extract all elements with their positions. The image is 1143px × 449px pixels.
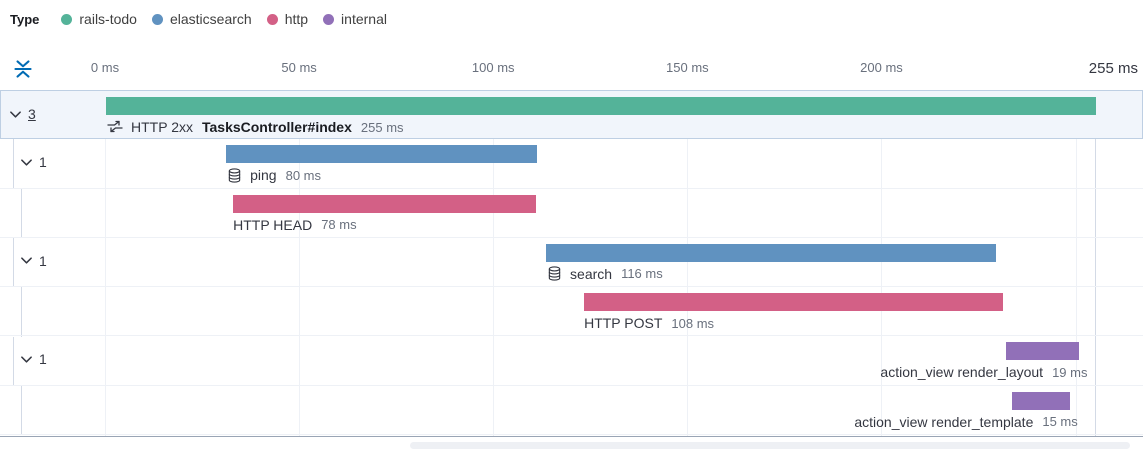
waterfall-row-span[interactable]: HTTP POST 108 ms [0,287,1143,337]
gridline [299,90,301,436]
span-duration: 19 ms [1052,364,1088,380]
waterfall-row-span[interactable]: action_view render_template 15 ms [0,386,1143,436]
chevron-down-icon[interactable] [20,156,33,169]
span-name: ping [250,167,277,184]
transaction-duration: 255 ms [360,119,404,135]
legend: Type rails-todo elasticsearch http inter… [10,9,402,29]
span-name: HTTP HEAD [233,216,313,233]
legend-label: http [284,11,309,27]
transaction-bar[interactable] [106,97,1096,115]
hierarchy-guide [21,287,22,337]
span-duration: 116 ms [621,266,663,282]
legend-item-rails-todo[interactable]: rails-todo [61,11,137,27]
legend-item-http[interactable]: http [266,11,309,27]
chevron-down-icon[interactable] [20,254,33,267]
waterfall-row-transaction[interactable]: 3 HTTP 2xx TasksController#index 255 ms [0,90,1143,140]
transaction-icon [107,120,123,135]
span-name: action_view render_layout [880,364,1044,381]
gridline [493,90,495,436]
gridline [1075,90,1077,436]
waterfall-row-span[interactable]: 1 action_view render_layout 19 ms [0,336,1143,386]
axis-tick: 150 ms [666,60,709,75]
span-name: HTTP POST [584,315,663,332]
legend-label: elasticsearch [169,11,252,27]
span-bar[interactable] [546,243,997,262]
span-name: search [570,265,613,282]
gridline [105,90,106,436]
hierarchy-guide [13,337,14,386]
waterfall-row-span[interactable]: 1 ping 80 ms [0,139,1143,189]
legend-dot-icon [323,13,335,25]
span-bar[interactable] [584,293,1004,312]
span-bar[interactable] [233,194,536,213]
gridline [881,90,883,436]
hierarchy-guide [13,139,14,189]
child-count[interactable]: 1 [39,351,47,368]
legend-dot-icon [151,13,163,25]
legend-label: internal [341,11,387,27]
axis-tick-max: 255 ms [1088,60,1138,77]
legend-dot-icon [266,13,278,25]
hierarchy-guide [21,386,22,435]
database-icon [227,168,242,183]
axis-tick: 50 ms [281,60,317,75]
span-duration: 108 ms [671,315,715,331]
chevron-down-icon[interactable] [9,108,22,121]
database-icon [547,266,562,282]
axis-tick: 0 ms [90,60,120,75]
legend-label: rails-todo [79,11,137,27]
axis-tick: 200 ms [860,60,903,75]
child-count[interactable]: 1 [39,252,47,269]
hierarchy-guide [21,189,22,238]
legend-dot-icon [61,13,73,25]
child-count[interactable]: 1 [39,154,47,171]
fold-timeline-icon[interactable] [12,58,34,80]
time-axis: 0 ms 50 ms 100 ms 150 ms 200 ms 255 ms [0,50,1143,88]
legend-title: Type [10,11,40,27]
axis-tick: 100 ms [471,60,515,75]
span-name: action_view render_template [854,413,1034,430]
span-bar[interactable] [226,145,537,164]
horizontal-scrollbar-thumb[interactable] [410,442,1130,449]
gridline [687,90,689,436]
legend-item-internal[interactable]: internal [323,11,387,27]
span-duration: 80 ms [285,167,321,183]
gridline-max [1095,90,1096,436]
span-bar[interactable] [1011,391,1070,410]
legend-item-elasticsearch[interactable]: elasticsearch [151,11,252,27]
child-count-link[interactable]: 3 [28,106,36,122]
waterfall-row-span[interactable]: HTTP HEAD 78 ms [0,189,1143,238]
waterfall-chart: 3 HTTP 2xx TasksController#index 255 ms [0,90,1143,437]
span-bar[interactable] [1005,342,1080,361]
chevron-down-icon[interactable] [20,353,33,366]
waterfall-row-span[interactable]: 1 search 116 ms [0,238,1143,288]
transaction-name: TasksController#index [201,119,352,135]
transaction-result: HTTP 2xx [131,119,193,135]
hierarchy-guide [13,238,14,287]
span-duration: 15 ms [1042,414,1078,430]
span-duration: 78 ms [321,217,357,233]
